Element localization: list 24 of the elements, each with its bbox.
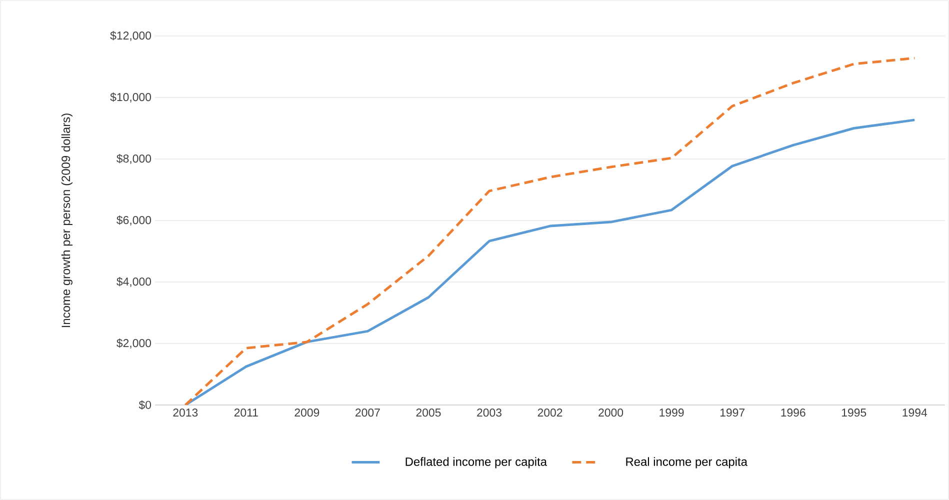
y-tick-label: $4,000 <box>116 277 152 287</box>
x-tick-label: 1997 <box>720 408 744 417</box>
y-tick-label: $8,000 <box>116 154 152 164</box>
y-tick-label: $6,000 <box>116 216 152 226</box>
x-tick-label: 1999 <box>660 408 684 417</box>
y-tick-label: $0 <box>138 400 152 410</box>
x-tick-label: 2011 <box>234 408 258 417</box>
legend-label: Deflated income per capita <box>406 457 547 468</box>
x-tick-label: 2000 <box>598 408 624 417</box>
y-tick-label: $12,000 <box>110 31 152 41</box>
x-tick-label: 2002 <box>538 408 562 417</box>
x-tick-label: 2003 <box>477 408 502 417</box>
x-tick-label: 2007 <box>356 408 380 417</box>
y-axis-title: Income growth per person (2009 dollars) <box>61 114 72 328</box>
line-series <box>184 56 916 405</box>
x-tick-label: 2013 <box>173 408 198 417</box>
x-tick-label: 1996 <box>781 408 806 417</box>
y-tick-label: $10,000 <box>110 92 152 102</box>
x-tick-label: 2009 <box>294 408 320 417</box>
x-tick-label: 1995 <box>842 408 866 417</box>
y-tick-label: $2,000 <box>116 338 152 348</box>
x-tick-label: 2005 <box>416 408 441 417</box>
x-tick-label: 1994 <box>902 408 928 417</box>
legend-label: Real income per capita <box>626 457 748 468</box>
